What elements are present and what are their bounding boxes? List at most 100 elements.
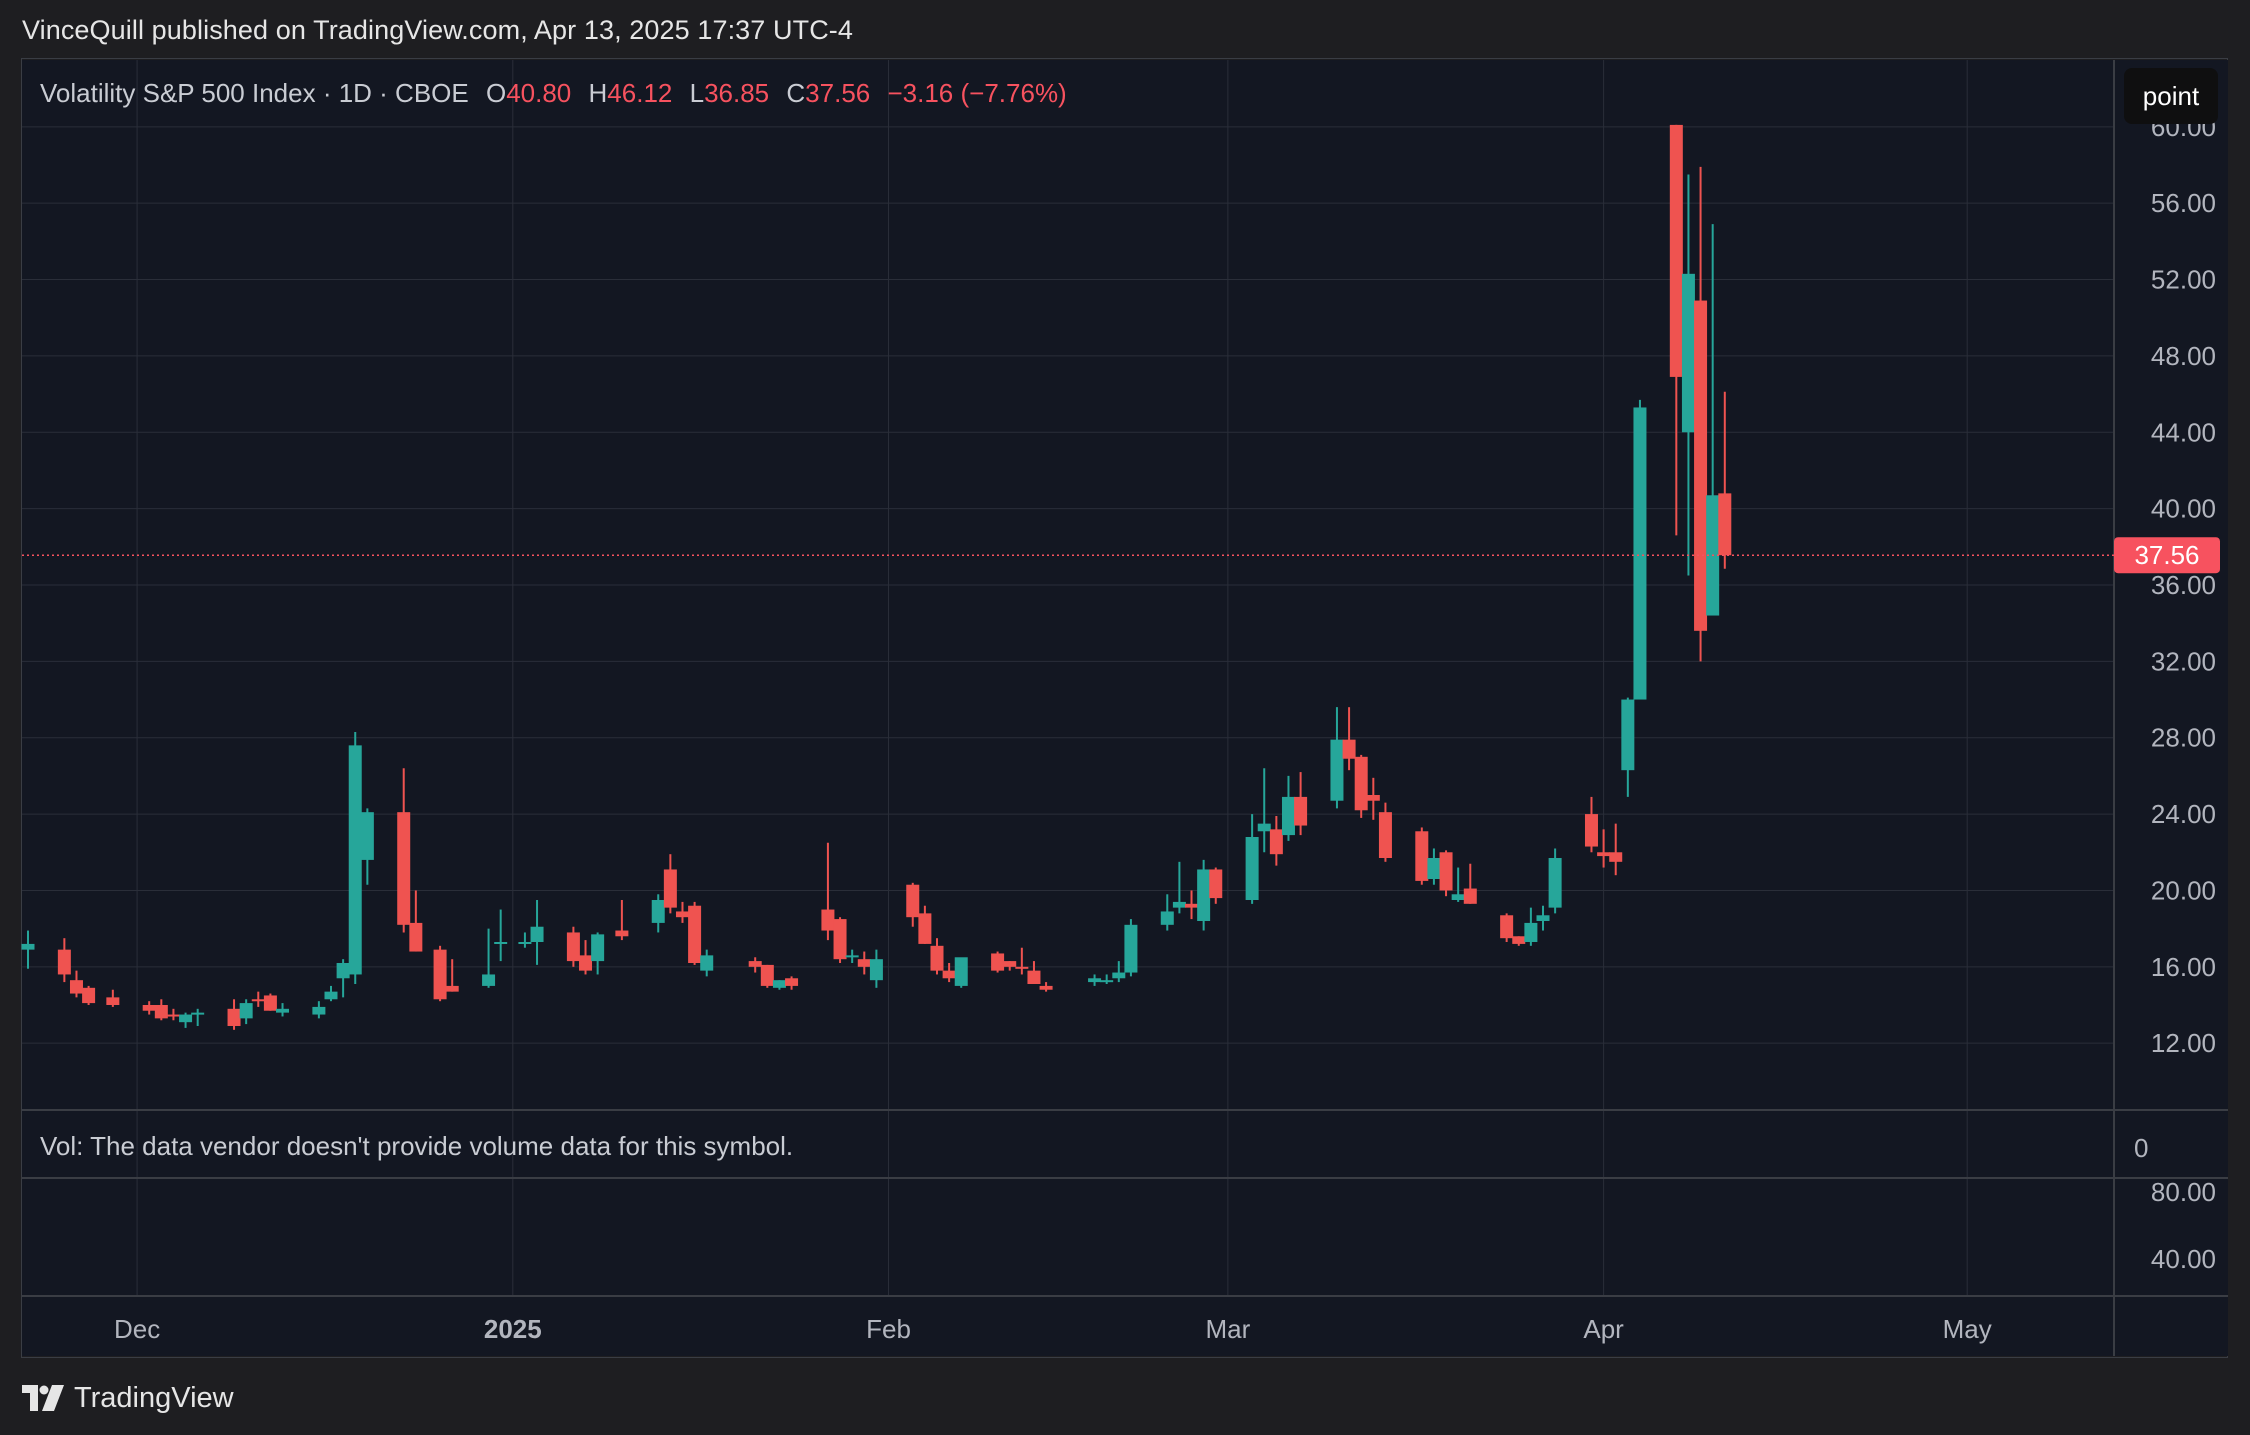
candle-body[interactable] xyxy=(1124,924,1138,973)
volume-note: Vol: The data vendor doesn't provide vol… xyxy=(40,1131,794,1161)
candle-body[interactable] xyxy=(154,1005,168,1019)
candle-body[interactable] xyxy=(1160,911,1174,925)
candle-body[interactable] xyxy=(615,930,629,937)
candle-body[interactable] xyxy=(566,932,580,962)
candle-body[interactable] xyxy=(1209,869,1223,899)
candle-body[interactable] xyxy=(918,913,932,944)
candle-body[interactable] xyxy=(821,909,835,931)
candle-body[interactable] xyxy=(1197,869,1211,921)
candle-body[interactable] xyxy=(1463,888,1477,904)
candle-body[interactable] xyxy=(1354,756,1368,811)
candle-body[interactable] xyxy=(906,884,920,918)
candle-body[interactable] xyxy=(1088,978,1102,983)
candle-body[interactable] xyxy=(494,942,508,944)
candle-body[interactable] xyxy=(1669,124,1683,377)
last-price-label: 37.56 xyxy=(2134,540,2199,570)
candle-body[interactable] xyxy=(518,942,532,944)
candle-body[interactable] xyxy=(748,961,762,967)
candle-body[interactable] xyxy=(772,980,786,988)
candle-body[interactable] xyxy=(106,997,120,1005)
candle-body[interactable] xyxy=(688,905,702,963)
candle-body[interactable] xyxy=(409,922,423,952)
candle-body[interactable] xyxy=(324,991,338,1000)
candle-body[interactable] xyxy=(227,1008,241,1026)
candle-body[interactable] xyxy=(1427,858,1441,879)
candle-body[interactable] xyxy=(69,980,83,994)
candle-body[interactable] xyxy=(1112,972,1126,979)
candle-body[interactable] xyxy=(930,945,944,971)
candle-body[interactable] xyxy=(482,974,496,986)
candle-body[interactable] xyxy=(1512,936,1526,944)
candle-body[interactable] xyxy=(1269,829,1283,855)
footer-brand[interactable]: TradingView xyxy=(22,1380,234,1416)
candle-body[interactable] xyxy=(1378,812,1392,858)
candle-body[interactable] xyxy=(1681,273,1695,433)
candle-body[interactable] xyxy=(579,955,593,971)
candle-body[interactable] xyxy=(1257,823,1271,832)
candle-body[interactable] xyxy=(312,1006,326,1015)
candle-body[interactable] xyxy=(1342,739,1356,759)
candle-body[interactable] xyxy=(21,943,35,950)
candle-body[interactable] xyxy=(1439,852,1453,891)
candle-body[interactable] xyxy=(397,812,411,925)
candle-body[interactable] xyxy=(191,1012,205,1015)
candle-body[interactable] xyxy=(142,1005,156,1011)
candle-body[interactable] xyxy=(1584,814,1598,847)
candle-body[interactable] xyxy=(1621,699,1635,771)
candle-body[interactable] xyxy=(1245,837,1259,900)
candle-body[interactable] xyxy=(1366,795,1380,801)
candle-body[interactable] xyxy=(336,963,350,979)
candle-body[interactable] xyxy=(1694,300,1708,631)
candle-body[interactable] xyxy=(1718,493,1732,556)
candle-body[interactable] xyxy=(530,926,544,942)
candle-body[interactable] xyxy=(591,934,605,962)
candle-body[interactable] xyxy=(239,1003,253,1019)
candle-body[interactable] xyxy=(869,959,883,981)
candle-body[interactable] xyxy=(942,970,956,979)
candle-body[interactable] xyxy=(1524,922,1538,942)
candle-body[interactable] xyxy=(348,745,362,975)
candle-body[interactable] xyxy=(276,1008,290,1013)
candle-body[interactable] xyxy=(651,900,665,923)
candle-body[interactable] xyxy=(166,1014,180,1017)
candle-body[interactable] xyxy=(785,978,799,986)
candle-body[interactable] xyxy=(1536,915,1550,921)
candle-body[interactable] xyxy=(675,911,689,918)
candle-body[interactable] xyxy=(179,1014,193,1023)
candle-body[interactable] xyxy=(1548,858,1562,908)
candle-body[interactable] xyxy=(1500,915,1514,939)
candle-body[interactable] xyxy=(760,964,774,986)
candle-body[interactable] xyxy=(1415,831,1429,881)
candle-body[interactable] xyxy=(1039,985,1053,990)
candle-body[interactable] xyxy=(251,999,265,1002)
candle-body[interactable] xyxy=(700,955,714,971)
candle-body[interactable] xyxy=(833,919,847,960)
candle-body[interactable] xyxy=(954,957,968,986)
candle-body[interactable] xyxy=(1294,796,1308,826)
candle-body[interactable] xyxy=(360,812,374,860)
candle-body[interactable] xyxy=(1451,894,1465,900)
candle-body[interactable] xyxy=(1015,966,1029,969)
candle-body[interactable] xyxy=(57,949,71,975)
candle-body[interactable] xyxy=(1633,407,1647,700)
candle-body[interactable] xyxy=(1185,903,1199,908)
candle-body[interactable] xyxy=(1172,901,1186,908)
candle-body[interactable] xyxy=(1281,796,1295,836)
candle-body[interactable] xyxy=(1100,980,1114,983)
candle-body[interactable] xyxy=(845,955,859,958)
candle-body[interactable] xyxy=(1027,970,1041,984)
candle-body[interactable] xyxy=(1597,852,1611,857)
candle-body[interactable] xyxy=(82,987,96,1004)
candle-body[interactable] xyxy=(991,953,1005,971)
candle-body[interactable] xyxy=(857,959,871,967)
candle-body[interactable] xyxy=(663,869,677,908)
candle-body[interactable] xyxy=(1609,852,1623,862)
candle-body[interactable] xyxy=(263,995,277,1011)
point-button[interactable]: point xyxy=(2124,68,2218,124)
candle-body[interactable] xyxy=(1003,961,1017,967)
candle-body[interactable] xyxy=(445,985,459,992)
candle-layer[interactable] xyxy=(21,124,1732,1030)
candle-body[interactable] xyxy=(1330,739,1344,801)
candle-body[interactable] xyxy=(433,949,447,1000)
